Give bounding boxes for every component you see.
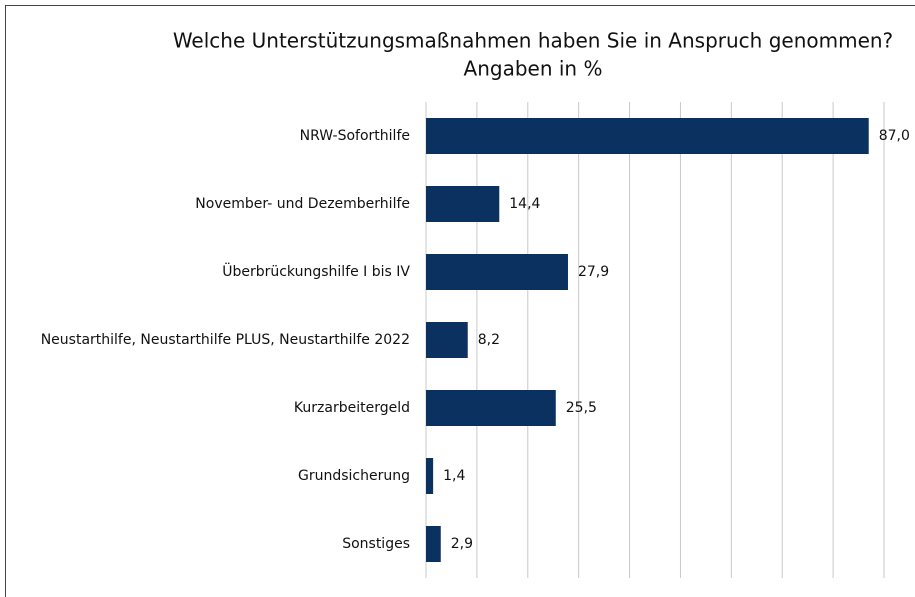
bar (426, 390, 556, 426)
y-tick-label: Sonstiges (342, 536, 410, 552)
bar (426, 458, 434, 494)
chart-subtitle: Angaben in % (464, 57, 603, 81)
y-tick-label: Überbrückungshilfe I bis IV (222, 262, 410, 280)
data-label: 14,4 (509, 196, 540, 212)
data-label: 25,5 (566, 400, 597, 416)
bar (426, 118, 869, 154)
data-label: 2,9 (451, 536, 473, 552)
y-tick-label: Neustarthilfe, Neustarthilfe PLUS, Neust… (41, 332, 410, 348)
y-tick-label: Kurzarbeitergeld (294, 400, 410, 416)
chart-title: Welche Unterstützungsmaßnahmen haben Sie… (173, 29, 893, 53)
chart-frame (5, 5, 915, 597)
bar (426, 186, 500, 222)
y-tick-label: NRW-Soforthilfe (300, 128, 410, 144)
y-tick-label: Grundsicherung (298, 468, 410, 484)
bar (426, 526, 441, 562)
y-tick-label: November- und Dezemberhilfe (195, 196, 410, 212)
data-label: 1,4 (443, 468, 465, 484)
bar (426, 254, 568, 290)
data-label: 27,9 (578, 264, 609, 280)
data-label: 87,0 (879, 128, 910, 144)
bar (426, 322, 468, 358)
data-label: 8,2 (478, 332, 500, 348)
